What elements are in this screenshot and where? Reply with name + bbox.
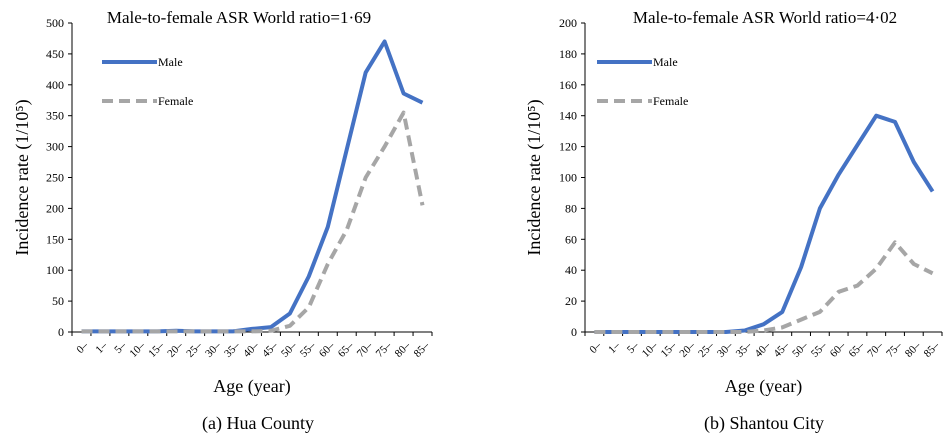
series-line-female	[594, 240, 934, 334]
series-line-male	[594, 113, 935, 334]
y-tick-label: 450	[46, 47, 64, 61]
x-tick-label: 75–	[374, 339, 395, 360]
x-tick-label: 70–	[865, 339, 886, 360]
x-tick-label: 55–	[298, 339, 319, 360]
chart-panel-1: Male-to-female ASR World ratio=1·69 0 50 10…	[12, 8, 433, 434]
x-tick-label: 40–	[753, 339, 774, 360]
x-tick-label: 20–	[677, 339, 698, 360]
x-tick-label: 15–	[659, 339, 680, 360]
y-tick-label: 50	[52, 294, 64, 308]
x-tick-label: 55–	[809, 339, 830, 360]
x-tick-label: 75–	[884, 339, 905, 360]
x-tick-label: 35–	[222, 339, 243, 360]
x-tick-label: 85–	[922, 339, 943, 360]
y-tick-label: 300	[46, 140, 64, 154]
x-tick-label: 10–	[640, 339, 661, 360]
x-tick-label: 30–	[715, 339, 736, 360]
x-tick-label: 1–	[606, 339, 623, 356]
y-tick-label: 250	[46, 171, 64, 185]
x-tick-label: 65–	[336, 339, 357, 360]
y-tick-label: 500	[46, 16, 64, 30]
y-tick-label: 150	[46, 232, 64, 246]
x-tick-label: 25–	[696, 339, 717, 360]
legend-label-female: Female	[158, 94, 193, 108]
x-tick-label: 45–	[771, 339, 792, 360]
y-tick-label: 40	[565, 263, 577, 277]
x-tick-label: 10–	[127, 339, 148, 360]
x-tick-label: 5–	[625, 339, 642, 356]
legend-label-male: Male	[158, 55, 183, 69]
x-tick-label: 60–	[828, 339, 849, 360]
y-tick-label: 180	[559, 47, 577, 61]
x-tick-label: 50–	[279, 339, 300, 360]
x-tick-label: 35–	[734, 339, 755, 360]
x-tick-label: 70–	[355, 339, 376, 360]
y-tick-label: 400	[46, 78, 64, 92]
x-tick-label: 15–	[146, 339, 167, 360]
legend-label-female: Female	[653, 94, 688, 108]
y-tick-label: 200	[46, 201, 64, 215]
y-tick-label: 160	[559, 78, 577, 92]
x-tick-label: 0–	[74, 339, 91, 356]
y-tick-label: 140	[559, 109, 577, 123]
x-tick-label: 85–	[412, 339, 433, 360]
x-tick-label: 30–	[203, 339, 224, 360]
y-tick-label: 100	[46, 263, 64, 277]
x-tick-label: 65–	[847, 339, 868, 360]
x-tick-label: 60–	[317, 339, 338, 360]
series-line-female	[81, 110, 425, 334]
y-tick-label: 200	[559, 16, 577, 30]
y-axis-title: Incidence rate (1/10⁵)	[12, 99, 33, 255]
x-tick-label: 1–	[93, 339, 110, 356]
x-tick-label: 45–	[260, 339, 281, 360]
y-axis-title: Incidence rate (1/10⁵)	[524, 99, 545, 255]
x-tick-label: 80–	[393, 339, 414, 360]
y-tick-label: 20	[565, 294, 577, 308]
x-tick-label: 50–	[790, 339, 811, 360]
chart-title: Male-to-female ASR World ratio=1·69	[107, 8, 371, 27]
y-tick-label: 60	[565, 232, 577, 246]
y-tick-label: 0	[571, 325, 577, 339]
panel-caption: (b) Shantou City	[704, 413, 824, 434]
y-tick-label: 120	[559, 140, 577, 154]
y-tick-label: 0	[58, 325, 64, 339]
x-tick-label: 0–	[587, 339, 604, 356]
x-axis-title: Age (year)	[213, 376, 290, 397]
panel-caption: (a) Hua County	[202, 413, 314, 434]
x-axis-title: Age (year)	[725, 376, 802, 397]
x-tick-label: 25–	[184, 339, 205, 360]
x-tick-label: 80–	[903, 339, 924, 360]
series-line-male	[81, 39, 424, 334]
x-tick-label: 20–	[165, 339, 186, 360]
x-tick-label: 5–	[112, 339, 129, 356]
y-tick-label: 100	[559, 171, 577, 185]
y-tick-label: 80	[565, 201, 577, 215]
chart-title: Male-to-female ASR World ratio=4·02	[633, 8, 897, 27]
legend-label-male: Male	[653, 55, 678, 69]
y-tick-label: 350	[46, 109, 64, 123]
chart-panel-2: Male-to-female ASR World ratio=4·02 0 20 40…	[524, 8, 943, 434]
x-tick-label: 40–	[241, 339, 262, 360]
